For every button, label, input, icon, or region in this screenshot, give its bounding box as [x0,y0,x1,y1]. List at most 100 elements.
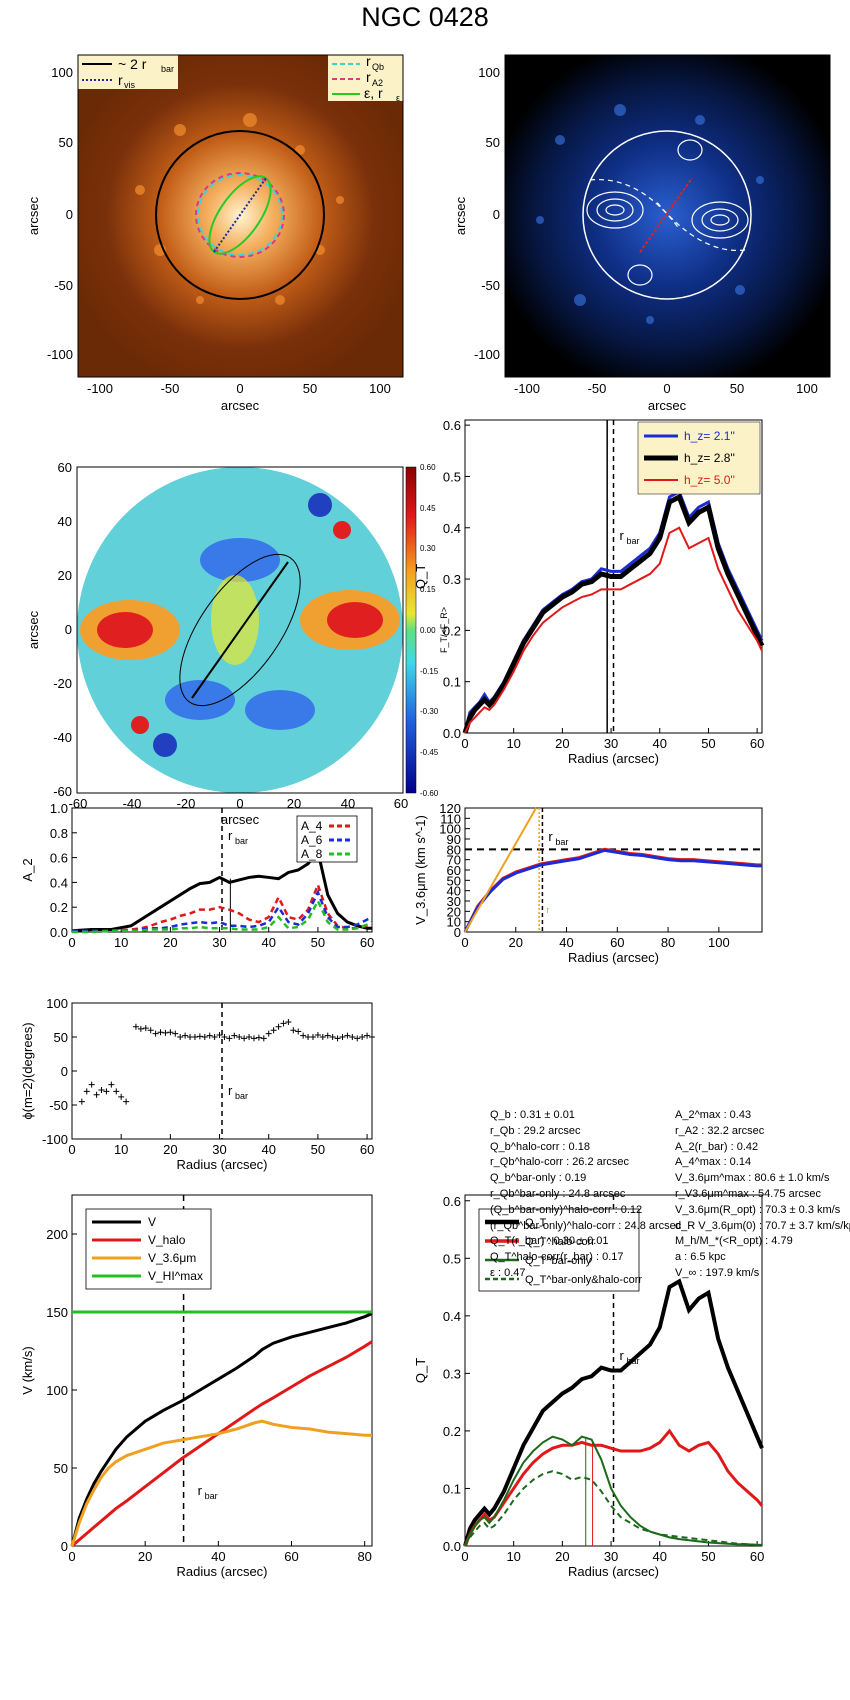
y-axis-label: V (km/s) [20,1346,35,1394]
data-point [314,1031,321,1038]
tick-label: -50 [588,381,607,396]
y-tick-label: 0.6 [50,851,68,866]
data-point [191,1034,198,1040]
param-row: r_V3.6μm^max : 54.75 arcsec [675,1187,822,1200]
data-point [290,1027,297,1034]
legend-entry: Q_T^bar-only&halo-corr [525,1274,642,1286]
data-point [206,1032,213,1039]
data-point [236,1034,243,1040]
legend-rvis: r [118,72,123,88]
tick-label: 0 [236,796,243,811]
y-tick-label: 50 [54,1461,68,1476]
colorbar-ticks: 0.60 0.45 0.30 0.15 0.00 -0.15 -0.30 -0.… [420,463,439,798]
data-point [319,1034,326,1040]
chart-phase: 0 10 20 30 40 50 60 -100 -50 0 50 100 Radius (arcsec… [20,996,375,1172]
data-point [275,1023,282,1030]
series-line [463,1278,764,1547]
y-tick-label: 200 [46,1227,68,1242]
param-row: V_3.6μm^max : 80.6 ± 1.0 km/s [675,1172,830,1185]
data-point [137,1025,144,1032]
tick-label: 0.45 [420,504,436,513]
y-tick-label: 0.0 [50,925,68,940]
legend-entry: V_halo [148,1233,186,1247]
chart-layer: 0 10 20 30 40 50 600.00.10.20.30.40.50.6Radius… [20,418,764,1579]
data-point [182,1032,189,1039]
tick-label: 0 [236,381,243,396]
x-tick-label: 50 [701,1549,715,1564]
y-tick-label: 0.0 [443,1539,461,1554]
param-row: a : 6.5 kpc [675,1251,726,1264]
tick-label: 0.15 [420,585,436,594]
tick-label: 20 [287,796,301,811]
data-point [364,1032,371,1039]
tick-label: 0 [65,622,72,637]
orange-label: r [546,905,549,915]
x-tick-label: 60 [284,1549,298,1564]
data-point [309,1034,316,1040]
tick-label: 0.00 [420,626,436,635]
rbar-label: r [620,528,625,543]
tick-label: -0.30 [420,707,439,716]
x-tick-label: 50 [311,1142,325,1157]
tick-label: -40 [123,796,142,811]
series-V [70,1312,373,1547]
data-point [98,1087,105,1094]
data-point [339,1034,346,1040]
tick-label: 50 [59,135,73,150]
param-row: A_2(r_bar) : 0.42 [675,1140,759,1153]
tick-label: 100 [478,65,500,80]
data-point [162,1029,169,1036]
data-point [255,1034,262,1041]
x-tick-label: 10 [506,1549,520,1564]
x-tick-label: 40 [211,1549,225,1564]
y-tick-label: 0.6 [443,418,461,433]
y-axis-label: Q_T [413,1358,428,1383]
series-red [464,526,763,734]
param-row: M_h/M_*(<R_opt) : 4.79 [675,1235,793,1248]
param-row: Q_b^bar-only : 0.19 [490,1172,587,1185]
image-left-xticks: -100 -50 0 50 100 [87,381,391,396]
series-line [464,1435,762,1547]
data-point [369,1034,375,1040]
data-point [300,1032,307,1039]
x-tick-label: 40 [559,935,573,950]
y-tick-label: 70 [447,853,461,868]
legend-rqb-sub: Qb [372,62,384,72]
plot-frame [71,1194,373,1547]
legend-entry: Q_T^halo-corr [525,1236,595,1248]
x-tick-label: 30 [212,935,226,950]
data-point [344,1032,351,1039]
x-tick-label: 20 [509,935,523,950]
data-point [147,1027,154,1034]
contours [586,139,749,286]
x-tick-label: 20 [555,736,569,751]
y-tick-label: 1.0 [50,801,68,816]
data-point [231,1032,238,1039]
y-tick-label: 30 [447,894,461,909]
param-row: r_A2 : 32.2 arcsec [675,1124,765,1137]
legend-eps: ε, r [364,85,383,101]
tick-label: -20 [53,676,72,691]
data-point [177,1034,184,1040]
series-A2 [71,848,372,933]
x-axis-label: Radius (arcsec) [568,1564,659,1579]
y-tick-label: 0.0 [443,726,461,741]
data-point [157,1029,164,1036]
data-point [329,1034,336,1040]
data-point [324,1032,331,1039]
x-tick-label: 60 [360,935,374,950]
data-point [349,1034,356,1040]
tick-label: -0.15 [420,667,439,676]
tick-label: -50 [481,278,500,293]
y-axis-label: A_2 [20,858,35,881]
data-point [250,1035,257,1042]
chart-v36: 0 20 40 60 80 1000102030405060708090100110120… [413,801,763,965]
x-tick-label: 10 [114,935,128,950]
y-tick-label: 110 [440,811,461,826]
legend-rqb: r [366,53,371,69]
x-tick-label: 40 [653,1549,667,1564]
image-left-panel: ~ 2 r bar r vis r Qb r A2 ε, r ε -100 -5… [26,53,404,413]
tick-label: -100 [87,381,113,396]
chart-rotation: 0 20 40 60 80 0 50 100 150 200 Radius (arcsec) V (k… [20,1194,373,1579]
